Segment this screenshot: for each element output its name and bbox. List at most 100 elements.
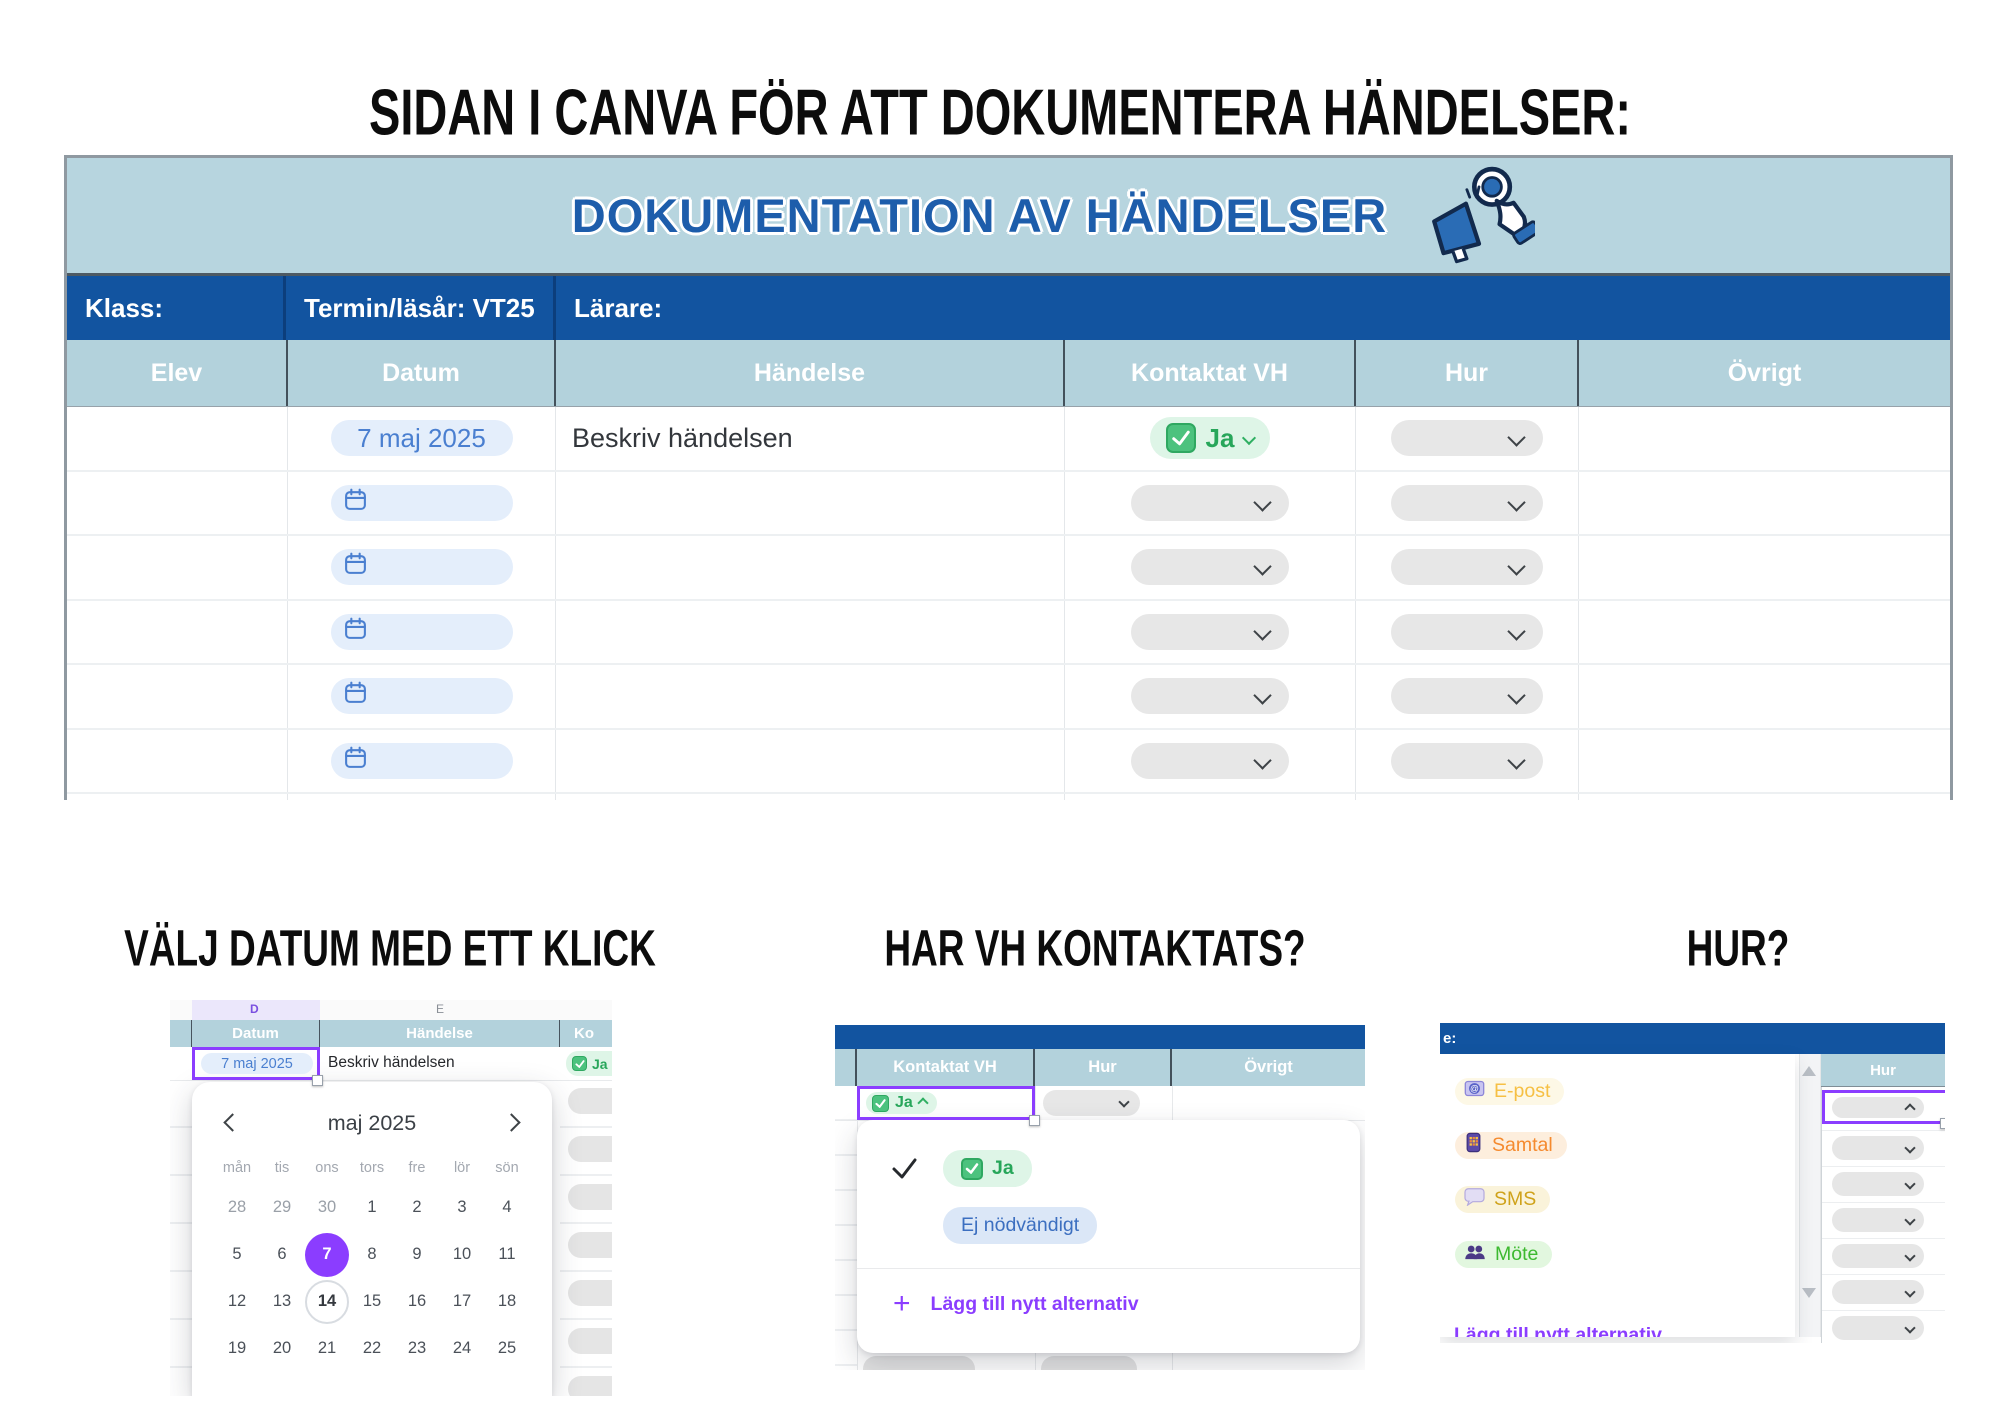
hur-dropdown[interactable] — [1043, 1090, 1140, 1116]
calendar-day[interactable]: 25 — [497, 1339, 517, 1357]
ovrigt-cell[interactable] — [1579, 794, 1950, 800]
termin-cell[interactable]: Termin/läsår: VT25 — [286, 276, 556, 340]
resize-handle[interactable] — [312, 1075, 323, 1086]
kontaktat-dropdown[interactable] — [1131, 742, 1289, 779]
resize-handle[interactable] — [1029, 1115, 1040, 1126]
klass-cell[interactable]: Klass: — [67, 276, 286, 340]
hur-cell[interactable] — [1356, 536, 1579, 599]
calendar-day[interactable]: 12 — [227, 1292, 247, 1310]
hur-dropdown[interactable] — [1832, 1280, 1924, 1304]
ovrigt-cell[interactable] — [1579, 407, 1950, 470]
elev-cell[interactable] — [67, 600, 288, 663]
ovrigt-cell[interactable] — [1579, 536, 1950, 599]
hur-dropdown[interactable] — [1391, 484, 1543, 521]
datum-cell[interactable] — [288, 729, 556, 792]
datum-cell[interactable] — [288, 536, 556, 599]
calendar-day[interactable]: 4 — [502, 1198, 512, 1216]
calendar-cell[interactable]: 17 — [440, 1278, 485, 1325]
selected-cell-outline[interactable]: 7 maj 2025 — [192, 1047, 320, 1080]
calendar-cell[interactable]: 24 — [440, 1325, 485, 1372]
calendar-cell[interactable]: 9 — [395, 1231, 440, 1278]
hur-dropdown[interactable] — [1391, 678, 1543, 715]
option-mote[interactable]: Möte — [1455, 1241, 1553, 1268]
resize-handle[interactable] — [1940, 1118, 1945, 1129]
elev-cell[interactable] — [67, 729, 288, 792]
kontaktat-cell[interactable] — [1065, 794, 1356, 800]
handelse-cell[interactable] — [556, 729, 1065, 792]
calendar-cell[interactable]: 10 — [440, 1231, 485, 1278]
calendar-cell[interactable]: 25 — [485, 1325, 530, 1372]
calendar-day[interactable]: 13 — [272, 1292, 292, 1310]
calendar-cell[interactable]: 5 — [215, 1231, 260, 1278]
calendar-day[interactable]: 17 — [452, 1292, 472, 1310]
scrollbar[interactable] — [1799, 1054, 1821, 1337]
hur-dropdown-open[interactable] — [1832, 1097, 1924, 1118]
hur-cell[interactable] — [1356, 794, 1579, 800]
next-month-icon[interactable] — [502, 1113, 521, 1132]
datum-cell[interactable] — [288, 665, 556, 728]
hur-cell[interactable] — [1356, 729, 1579, 792]
calendar-day[interactable]: 23 — [407, 1339, 427, 1357]
datum-cell[interactable] — [288, 794, 556, 800]
calendar-day[interactable]: 11 — [498, 1245, 516, 1263]
scroll-down-icon[interactable] — [1802, 1288, 1816, 1298]
calendar-day[interactable]: 3 — [457, 1198, 467, 1216]
calendar-day[interactable]: 29 — [272, 1198, 292, 1216]
kontaktat-cell[interactable] — [1065, 729, 1356, 792]
add-option-button[interactable]: + Lägg till nytt alternativ — [857, 1269, 1360, 1339]
calendar-day[interactable]: 18 — [497, 1292, 517, 1310]
ovrigt-cell[interactable] — [1579, 601, 1950, 664]
hur-dropdown[interactable] — [1832, 1244, 1924, 1268]
calendar-cell[interactable]: 19 — [215, 1325, 260, 1372]
handelse-cell[interactable] — [556, 794, 1065, 800]
calendar-cell[interactable]: 6 — [260, 1231, 305, 1278]
date-pill[interactable]: 7 maj 2025 — [201, 1053, 313, 1074]
calendar-cell[interactable]: 11 — [485, 1231, 530, 1278]
calendar-day[interactable]: 24 — [452, 1339, 472, 1357]
calendar-cell[interactable]: 15 — [350, 1278, 395, 1325]
kontaktat-ja-pill[interactable]: Ja — [566, 1051, 612, 1076]
hur-dropdown[interactable] — [1391, 742, 1543, 779]
calendar-cell[interactable]: 4 — [485, 1184, 530, 1231]
calendar-cell[interactable]: 20 — [260, 1325, 305, 1372]
datum-cell[interactable] — [288, 471, 556, 534]
option-epost[interactable]: @ E-post — [1455, 1078, 1565, 1105]
hur-dropdown[interactable] — [1391, 549, 1543, 586]
calendar-cell[interactable]: 13 — [260, 1278, 305, 1325]
calendar-day[interactable]: 2 — [412, 1198, 422, 1216]
ovrigt-cell[interactable] — [1579, 472, 1950, 535]
elev-cell[interactable] — [67, 665, 288, 728]
calendar-cell[interactable]: 23 — [395, 1325, 440, 1372]
calendar-day[interactable]: 28 — [227, 1198, 247, 1216]
kontaktat-dropdown[interactable] — [1131, 678, 1289, 715]
date-picker-pill[interactable] — [330, 613, 513, 650]
handelse-cell[interactable] — [556, 665, 1065, 728]
calendar-cell[interactable]: 16 — [395, 1278, 440, 1325]
option-samtal[interactable]: Samtal — [1455, 1132, 1567, 1159]
datum-cell[interactable] — [288, 600, 556, 663]
calendar-cell[interactable]: 28 — [215, 1184, 260, 1231]
calendar-day[interactable]: 30 — [317, 1198, 337, 1216]
handelse-text[interactable]: Beskriv händelsen — [572, 422, 793, 453]
date-picker-pill[interactable] — [330, 742, 513, 779]
kontaktat-ja-pill[interactable]: Ja — [866, 1092, 937, 1114]
kontaktat-dropdown-ja[interactable]: Ja — [1149, 417, 1271, 460]
hur-dropdown[interactable] — [1832, 1208, 1924, 1232]
kontaktat-dropdown[interactable] — [1131, 484, 1289, 521]
calendar-cell[interactable]: 30 — [305, 1184, 350, 1231]
calendar-cell[interactable]: 14 — [305, 1278, 350, 1325]
elev-cell[interactable] — [67, 471, 288, 534]
column-letter-d[interactable]: D — [250, 1002, 259, 1016]
hur-dropdown[interactable] — [1832, 1316, 1924, 1340]
handelse-cell[interactable] — [556, 536, 1065, 599]
calendar-day[interactable]: 22 — [362, 1339, 382, 1357]
handelse-cell[interactable] — [556, 471, 1065, 534]
elev-cell[interactable] — [67, 794, 288, 800]
calendar-day[interactable]: 10 — [452, 1245, 472, 1263]
add-option-button[interactable]: Lägg till nytt alternativ — [1454, 1324, 1663, 1337]
hur-cell[interactable] — [1356, 471, 1579, 534]
calendar-cell[interactable]: 3 — [440, 1184, 485, 1231]
dropdown-option-ja[interactable]: Ja — [857, 1140, 1360, 1197]
ovrigt-cell[interactable] — [1579, 730, 1950, 793]
calendar-cell[interactable]: 29 — [260, 1184, 305, 1231]
